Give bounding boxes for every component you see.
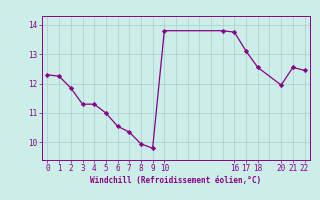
X-axis label: Windchill (Refroidissement éolien,°C): Windchill (Refroidissement éolien,°C) [91, 176, 261, 185]
